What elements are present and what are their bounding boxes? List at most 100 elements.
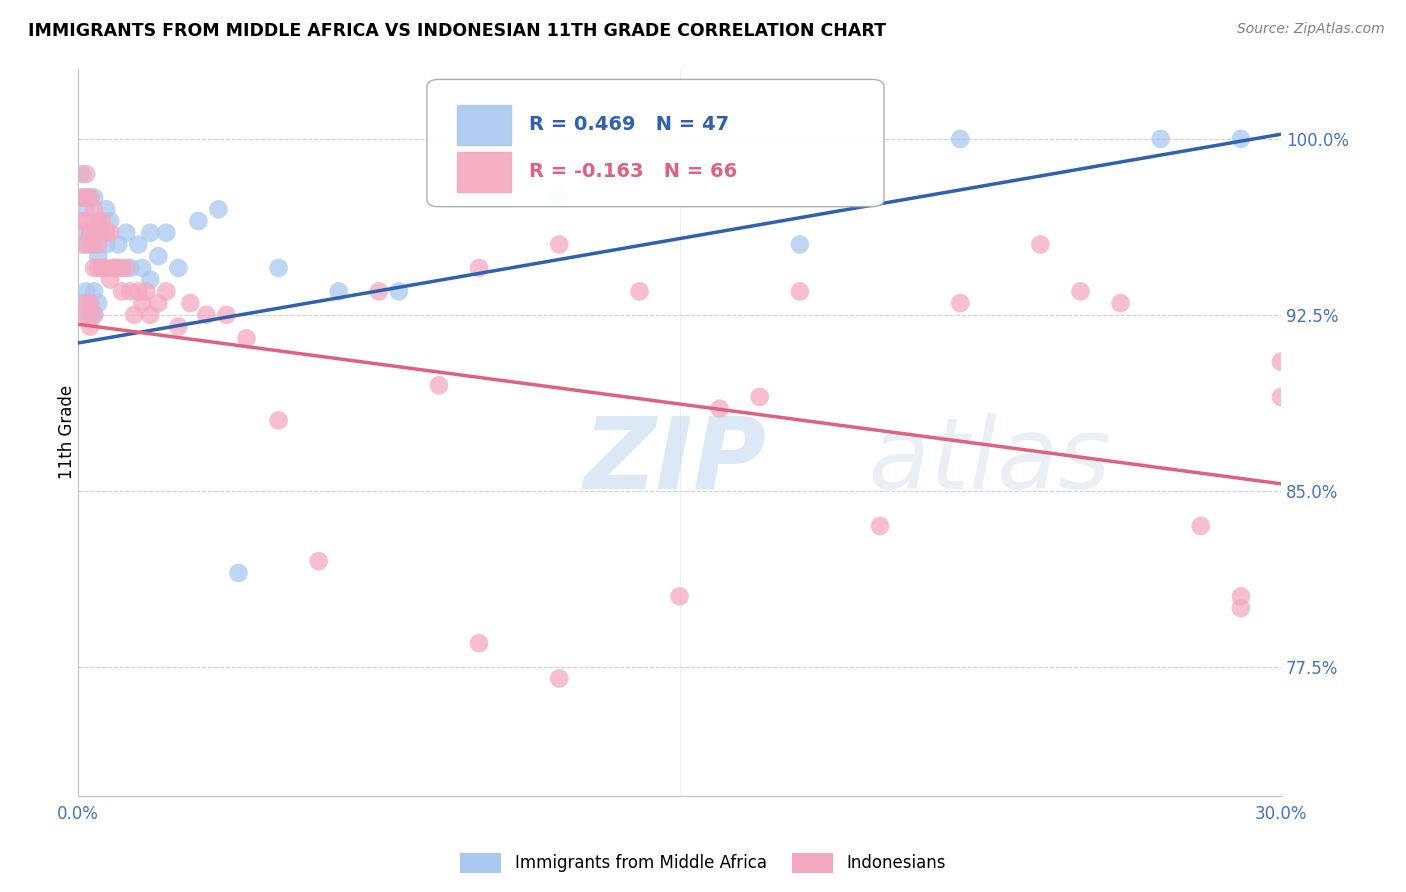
Text: atlas: atlas [583, 413, 1111, 509]
Point [115, 226, 138, 240]
Point [103, 260, 125, 275]
Point [98, 273, 121, 287]
Point [167, 260, 190, 275]
Text: R = -0.163   N = 66: R = -0.163 N = 66 [529, 162, 737, 181]
Point [187, 214, 209, 228]
Point [1109, 296, 1132, 310]
Point [949, 132, 972, 146]
Point [120, 260, 142, 275]
Point [96, 260, 118, 275]
Point [122, 308, 145, 322]
Point [548, 672, 571, 686]
Point [103, 260, 125, 275]
Point [179, 296, 201, 310]
Point [127, 237, 149, 252]
Point [75, 214, 97, 228]
Point [328, 285, 350, 299]
Point [79, 296, 101, 310]
Point [83, 308, 105, 322]
Point [427, 378, 450, 392]
Point [83, 226, 105, 240]
Point [79, 190, 101, 204]
Point [228, 566, 250, 580]
Point [148, 249, 170, 263]
Point [548, 237, 571, 252]
Point [91, 260, 114, 275]
Point [388, 285, 411, 299]
Point [949, 296, 972, 310]
Point [1150, 132, 1173, 146]
Point [79, 226, 101, 240]
Point [869, 519, 891, 533]
Point [79, 226, 101, 240]
Point [628, 285, 651, 299]
Point [139, 226, 162, 240]
Point [668, 590, 690, 604]
Point [155, 285, 177, 299]
Point [1029, 237, 1052, 252]
Text: R = 0.469   N = 47: R = 0.469 N = 47 [529, 115, 730, 134]
Point [195, 308, 218, 322]
Y-axis label: 11th Grade: 11th Grade [58, 385, 76, 479]
Bar [457, 153, 512, 192]
Point [127, 285, 149, 299]
Point [367, 285, 389, 299]
Point [111, 260, 134, 275]
Point [75, 308, 97, 322]
Point [1189, 519, 1212, 533]
Text: ZIP: ZIP [583, 413, 766, 509]
Point [139, 308, 162, 322]
Point [75, 202, 97, 217]
Point [79, 308, 101, 322]
Point [96, 237, 118, 252]
Point [139, 273, 162, 287]
Point [308, 554, 330, 568]
Point [548, 190, 571, 204]
Bar [457, 105, 512, 145]
Point [1230, 590, 1253, 604]
Point [79, 237, 101, 252]
Point [70, 190, 93, 204]
Point [87, 237, 110, 252]
Point [120, 285, 142, 299]
Text: IMMIGRANTS FROM MIDDLE AFRICA VS INDONESIAN 11TH GRADE CORRELATION CHART: IMMIGRANTS FROM MIDDLE AFRICA VS INDONES… [28, 22, 886, 40]
Point [155, 226, 177, 240]
Point [207, 202, 229, 217]
Point [75, 237, 97, 252]
Point [75, 167, 97, 181]
Point [83, 190, 105, 204]
Point [98, 214, 121, 228]
Point [235, 331, 257, 345]
Point [789, 285, 811, 299]
Point [167, 319, 190, 334]
Point [789, 237, 811, 252]
Point [468, 260, 491, 275]
Point [1230, 132, 1253, 146]
Point [87, 260, 110, 275]
Point [79, 296, 101, 310]
Point [111, 285, 134, 299]
Point [107, 260, 129, 275]
Point [70, 167, 93, 181]
Point [91, 226, 114, 240]
Point [75, 226, 97, 240]
FancyBboxPatch shape [427, 79, 884, 207]
Point [75, 190, 97, 204]
Point [87, 214, 110, 228]
Point [70, 190, 93, 204]
Point [91, 214, 114, 228]
Point [96, 202, 118, 217]
Point [131, 296, 153, 310]
Point [75, 285, 97, 299]
Point [748, 390, 770, 404]
Point [115, 260, 138, 275]
Point [83, 260, 105, 275]
Point [131, 260, 153, 275]
Point [107, 237, 129, 252]
Point [75, 296, 97, 310]
Point [98, 226, 121, 240]
Point [267, 413, 290, 427]
Point [1270, 390, 1292, 404]
Point [709, 401, 731, 416]
Point [267, 260, 290, 275]
